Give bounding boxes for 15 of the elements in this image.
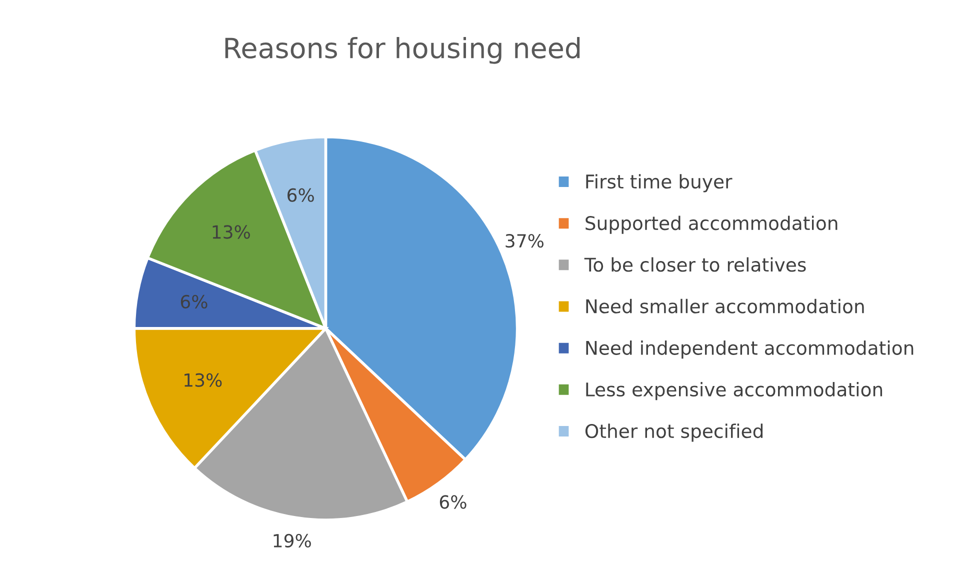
legend-label: Need independent accommodation — [586, 340, 914, 359]
data-label: 13% — [184, 373, 222, 387]
legend-label: Other not specified — [585, 424, 763, 442]
legend-label: To be closer to relatives — [584, 257, 806, 272]
legend-label: Supported accommodation — [586, 216, 838, 234]
data-label: 6% — [180, 294, 208, 309]
data-label: 13% — [212, 225, 250, 239]
data-label: 37% — [506, 234, 544, 248]
legend-label: First time buyer — [586, 174, 732, 192]
chart-title: Reasons for housing need — [225, 36, 580, 64]
data-label: 6% — [440, 495, 466, 509]
legend-label: Less expensive accommodation — [586, 382, 882, 400]
legend-label: Need smaller accommodation — [586, 298, 864, 314]
data-label: 19% — [274, 534, 311, 548]
data-label: 6% — [288, 188, 314, 202]
